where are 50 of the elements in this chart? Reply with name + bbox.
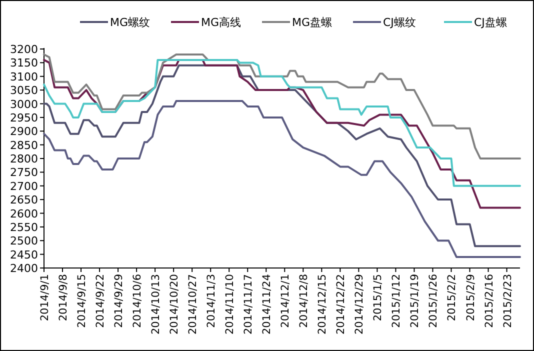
x-tick-label: 2015/2/16 <box>483 274 496 328</box>
x-tick-label: 2014/9/1 <box>39 274 51 322</box>
x-tick-label: 2014/12/8 <box>298 274 310 328</box>
y-tick-label: 3150 <box>10 56 38 70</box>
x-tick-label: 2015/2/9 <box>464 274 477 322</box>
x-tick-label: 2015/1/19 <box>409 274 422 328</box>
y-tick-label: 2400 <box>10 262 38 275</box>
legend-label: MG高线 <box>201 16 242 29</box>
y-tick-label: 3000 <box>10 98 38 111</box>
x-tick-label: 2014/12/22 <box>335 274 348 335</box>
y-tick-label: 2700 <box>10 180 38 193</box>
x-tick-label: 2014/10/6 <box>132 274 144 328</box>
line-series <box>43 100 521 258</box>
legend-label: MG螺纹 <box>110 16 150 29</box>
y-tick-label: 2800 <box>10 152 38 166</box>
y-tick-label: 2450 <box>10 248 38 262</box>
x-tick-label: 2015/1/26 <box>428 274 440 328</box>
x-tick-label: 2015/2/2 <box>446 274 458 322</box>
x-tick-label: 2014/11/10 <box>224 274 236 335</box>
y-tick-label: 2950 <box>10 111 38 124</box>
y-tick-label: 2600 <box>10 207 38 220</box>
y-tick-label: 3200 <box>10 43 38 56</box>
x-tick-label: 2014/11/3 <box>206 274 218 328</box>
y-tick-label: 2900 <box>10 125 38 138</box>
y-tick-label: 2500 <box>10 234 38 248</box>
x-tick-label: 2014/9/15 <box>76 274 88 328</box>
x-tick-label: 2015/1/5 <box>372 274 384 322</box>
y-tick-label: 3050 <box>10 84 38 98</box>
x-tick-label: 2014/9/29 <box>113 274 126 328</box>
line-series <box>43 53 521 160</box>
legend-label: CJ螺纹 <box>383 16 416 29</box>
y-tick-label: 2650 <box>10 194 38 207</box>
legend-label: CJ盘螺 <box>474 16 507 29</box>
x-tick-label: 2014/9/22 <box>94 274 107 328</box>
y-tick-label: 2850 <box>10 138 38 152</box>
x-tick-label: 2014/12/15 <box>316 274 329 335</box>
legend-label: MG盘螺 <box>292 16 332 29</box>
y-tick-label: 3100 <box>10 70 38 84</box>
x-tick-label: 2015/2/23 <box>502 274 514 328</box>
x-tick-label: 2014/9/8 <box>58 274 70 322</box>
x-tick-label: 2014/10/20 <box>168 274 181 335</box>
x-tick-label: 2014/10/27 <box>187 274 200 335</box>
x-tick-label: 2014/12/29 <box>354 274 366 335</box>
y-tick-label: 2750 <box>10 166 38 180</box>
x-tick-label: 2014/10/13 <box>150 274 162 335</box>
x-tick-label: 2014/11/17 <box>242 274 255 335</box>
y-tick-label: 2550 <box>10 220 38 234</box>
x-tick-label: 2014/11/24 <box>261 274 274 335</box>
x-tick-label: 2015/1/12 <box>390 274 403 328</box>
x-tick-label: 2014/12/1 <box>280 274 292 328</box>
